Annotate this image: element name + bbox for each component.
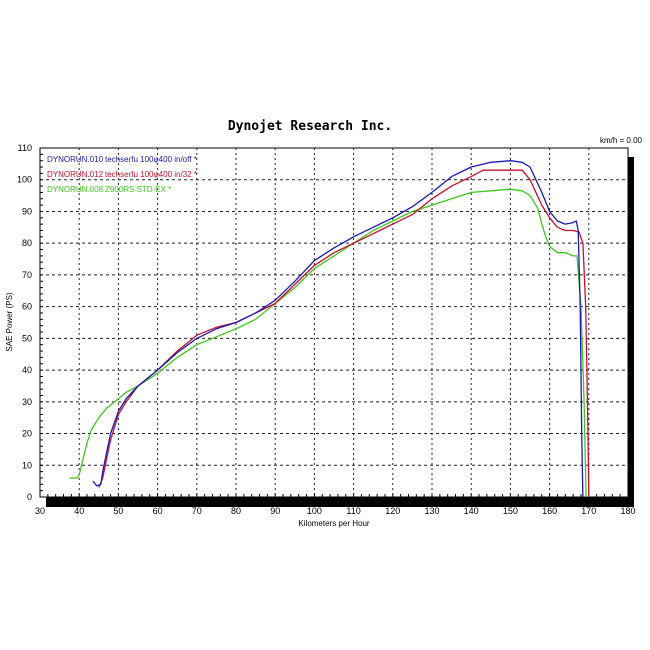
x-tick-label: 80 bbox=[231, 506, 241, 516]
x-tick-label: 30 bbox=[35, 506, 45, 516]
x-tick-label: 170 bbox=[581, 506, 596, 516]
x-tick-label: 130 bbox=[424, 506, 439, 516]
y-tick-label: 10 bbox=[22, 460, 32, 470]
y-tick-label: 20 bbox=[22, 429, 32, 439]
y-tick-label: 80 bbox=[22, 238, 32, 248]
y-axis-label: SAE Power (PS) bbox=[5, 292, 14, 351]
x-tick-label: 150 bbox=[503, 506, 518, 516]
x-tick-label: 140 bbox=[464, 506, 479, 516]
legend-desc-012: techserfu 100φ400 in/32 * bbox=[105, 170, 197, 179]
legend-run-012: DYNORUN.012 bbox=[47, 170, 104, 179]
y-tick-label: 60 bbox=[22, 302, 32, 312]
legend: DYNORUN.010 techserfu 100φ400 in/off * D… bbox=[47, 155, 197, 194]
x-tick-label: 180 bbox=[620, 506, 635, 516]
y-tick-label: 70 bbox=[22, 270, 32, 280]
series-line-dynorun-010 bbox=[92, 160, 584, 498]
x-tick-label: 160 bbox=[542, 506, 557, 516]
x-tick-label: 60 bbox=[153, 506, 163, 516]
x-tick-label: 120 bbox=[385, 506, 400, 516]
x-tick-label: 40 bbox=[74, 506, 84, 516]
y-tick-label: 40 bbox=[22, 365, 32, 375]
x-axis-label: Kilometers per Hour bbox=[298, 519, 369, 528]
data-series bbox=[69, 160, 590, 498]
y-tick-label: 100 bbox=[17, 175, 32, 185]
legend-run-010: DYNORUN.010 bbox=[47, 155, 104, 164]
speed-readout: km/h = 0.00 bbox=[600, 136, 643, 145]
y-tick-label: 90 bbox=[22, 206, 32, 216]
y-axis-ticks: 0 10 20 30 40 50 60 70 80 90 100 110 bbox=[17, 143, 32, 502]
legend-desc-008: Z900RS STD-EX * bbox=[105, 185, 171, 194]
x-tick-label: 100 bbox=[307, 506, 322, 516]
y-tick-label: 30 bbox=[22, 397, 32, 407]
x-axis-ticks: 30 40 50 60 70 80 90 100 110 120 130 140 150 160 170 18… bbox=[35, 506, 636, 516]
y-tick-label: 0 bbox=[27, 492, 32, 502]
x-tick-label: 50 bbox=[113, 506, 123, 516]
y-tick-label: 110 bbox=[18, 143, 32, 153]
grid-lines bbox=[40, 148, 628, 497]
legend-run-008: DYNORUN.008 bbox=[47, 185, 104, 194]
legend-desc-010: techserfu 100φ400 in/off * bbox=[105, 155, 197, 164]
x-tick-label: 90 bbox=[270, 506, 280, 516]
minor-ticks bbox=[39, 147, 629, 498]
x-tick-label: 70 bbox=[192, 506, 202, 516]
x-tick-label: 110 bbox=[346, 506, 360, 516]
plot-area bbox=[39, 147, 629, 498]
y-tick-label: 50 bbox=[22, 333, 32, 343]
chart-title: Dynojet Research Inc. bbox=[228, 119, 392, 134]
